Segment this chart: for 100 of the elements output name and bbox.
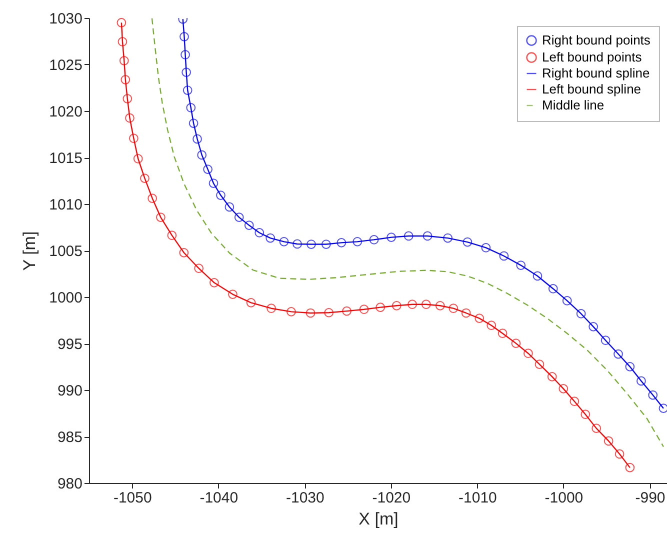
point — [306, 308, 316, 318]
point — [576, 309, 586, 318]
point — [592, 424, 602, 433]
point — [182, 86, 192, 95]
point — [116, 18, 126, 28]
point — [625, 462, 635, 472]
y-tick-label: 990 — [57, 382, 82, 400]
point — [658, 404, 667, 413]
point — [279, 236, 289, 246]
point — [209, 278, 219, 288]
point — [369, 235, 379, 244]
point — [179, 248, 189, 258]
point — [194, 264, 204, 274]
y-tick-label: 1000 — [49, 290, 82, 306]
point — [156, 212, 166, 222]
point — [462, 237, 472, 247]
point — [118, 37, 128, 46]
point — [481, 243, 491, 252]
x-tick-label: -1030 — [286, 490, 324, 506]
point — [120, 74, 130, 84]
point — [499, 251, 509, 261]
point — [588, 322, 598, 332]
point — [140, 174, 150, 184]
point — [246, 298, 256, 308]
y-tick-label: 980 — [57, 476, 82, 492]
point — [324, 308, 334, 318]
point — [392, 300, 402, 310]
y-tick-label: 1030 — [49, 10, 82, 28]
legend-label: Left bound points — [542, 50, 642, 64]
point — [562, 296, 572, 306]
point — [421, 300, 431, 310]
point — [548, 284, 558, 294]
x-tick-label: -1010 — [458, 490, 497, 506]
point — [208, 178, 218, 188]
point — [474, 314, 484, 323]
point — [133, 154, 143, 164]
point — [224, 202, 234, 212]
y-tick-label: 995 — [57, 336, 82, 353]
point — [614, 449, 624, 459]
y-tick-label: 1015 — [49, 150, 82, 167]
point — [336, 238, 346, 248]
point — [182, 68, 191, 77]
point — [266, 233, 276, 243]
point — [228, 290, 238, 299]
point — [286, 307, 296, 316]
legend-label: Middle line — [542, 98, 604, 112]
point — [422, 231, 432, 241]
point — [180, 50, 190, 60]
x-tick-label: -990 — [635, 490, 666, 506]
point — [534, 360, 544, 370]
point — [404, 231, 414, 241]
point — [580, 410, 590, 420]
legend-label: Left bound spline — [542, 82, 642, 96]
point — [119, 56, 129, 66]
point — [254, 228, 264, 238]
x-tick-label: -1020 — [372, 490, 411, 506]
point — [180, 32, 189, 42]
point — [625, 362, 635, 372]
point — [443, 233, 452, 243]
x-axis-title: X [m] — [358, 510, 398, 528]
point — [614, 349, 623, 359]
point — [234, 212, 244, 222]
point — [122, 94, 132, 104]
point — [292, 239, 302, 249]
point — [306, 240, 316, 249]
point — [511, 338, 521, 348]
legend-label: Right bound points — [542, 32, 651, 48]
point — [216, 190, 226, 200]
point — [148, 194, 158, 203]
point — [129, 134, 138, 144]
point — [321, 240, 331, 249]
point — [547, 372, 557, 382]
point — [524, 348, 533, 358]
point — [498, 328, 508, 338]
point — [186, 103, 196, 112]
x-tick-label: -1050 — [113, 490, 152, 506]
point — [266, 304, 276, 314]
point — [192, 134, 202, 144]
y-tick-label: 1005 — [49, 243, 82, 260]
point — [648, 390, 658, 400]
point — [244, 220, 254, 230]
x-tick-label: -1040 — [200, 490, 238, 506]
point — [558, 384, 568, 394]
y-tick-label: 1020 — [49, 104, 82, 120]
point — [435, 300, 445, 310]
point — [570, 396, 580, 406]
point — [448, 304, 458, 314]
point — [408, 300, 417, 310]
point — [461, 308, 471, 318]
point — [359, 304, 369, 314]
point — [197, 150, 207, 160]
point — [376, 302, 386, 312]
point — [125, 113, 134, 123]
y-tick-label: 1025 — [49, 57, 82, 74]
x-tick-label: -1000 — [544, 490, 584, 506]
point — [636, 376, 646, 386]
point — [342, 306, 352, 316]
point — [604, 436, 614, 446]
point — [188, 118, 198, 128]
point — [167, 230, 177, 240]
